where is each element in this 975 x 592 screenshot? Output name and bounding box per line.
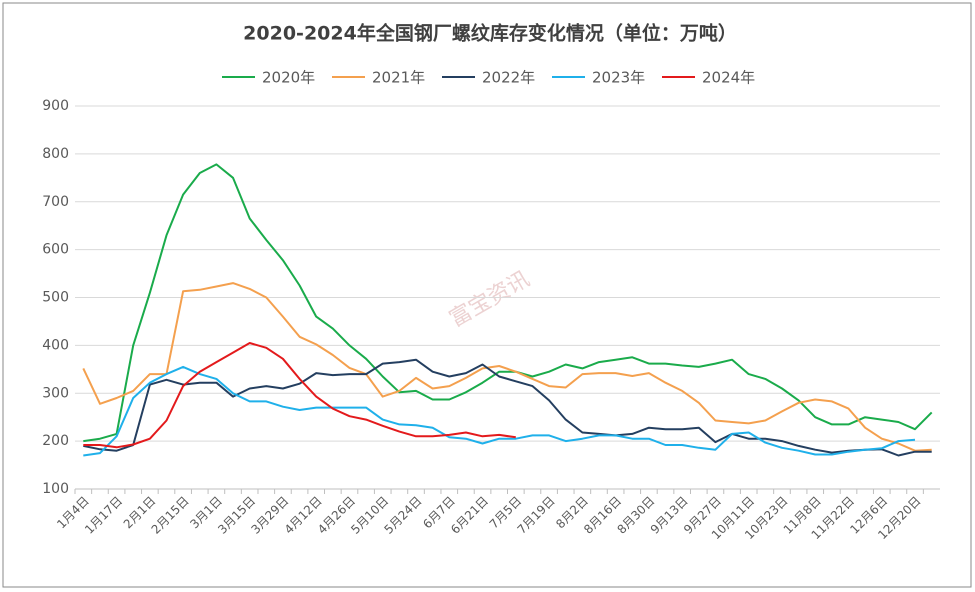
series-line	[82, 282, 932, 452]
series-line	[83, 365, 916, 457]
series-line	[83, 342, 516, 449]
chart-title: 2020-2024年全国钢厂螺纹库存变化情况（单位：万吨）	[243, 22, 737, 45]
y-tick-label: 100	[42, 481, 69, 497]
series-line	[83, 163, 933, 443]
y-tick-label: 900	[42, 98, 69, 114]
legend-label: 2021年	[372, 69, 425, 87]
legend-label: 2024年	[702, 69, 755, 87]
y-tick-label: 600	[42, 242, 69, 258]
y-tick-label: 400	[42, 337, 69, 353]
legend-label: 2022年	[482, 69, 535, 87]
y-tick-label: 300	[42, 385, 69, 401]
y-tick-label: 500	[42, 290, 69, 306]
y-tick-label: 700	[42, 194, 69, 210]
series-line	[83, 358, 932, 457]
y-tick-label: 200	[42, 433, 69, 449]
y-tick-label: 800	[42, 146, 69, 162]
legend-label: 2020年	[262, 69, 315, 87]
legend-label: 2023年	[592, 69, 645, 87]
